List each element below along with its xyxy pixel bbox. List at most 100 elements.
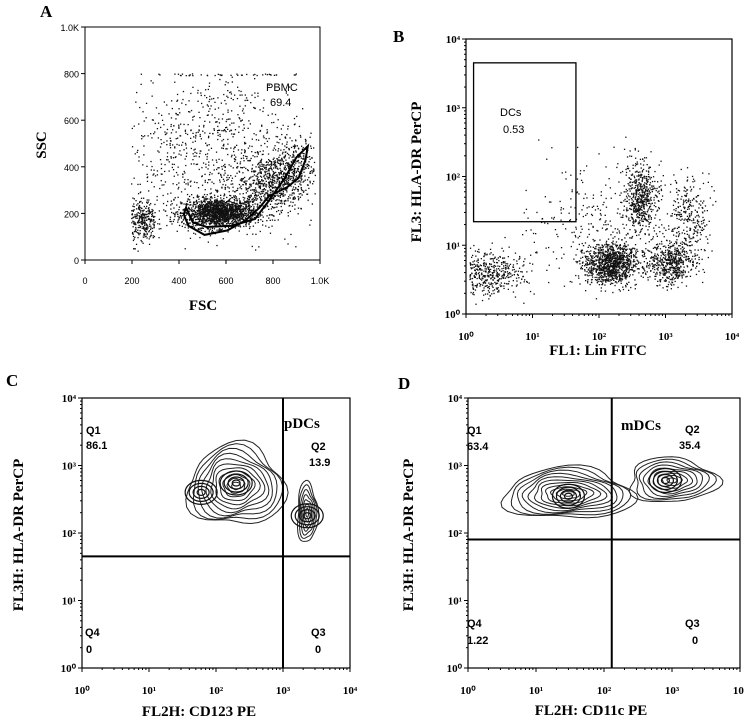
event-dot	[180, 216, 182, 218]
event-dot	[249, 209, 251, 211]
event-dot	[264, 167, 266, 169]
event-dot	[151, 230, 154, 232]
event-dot	[206, 210, 208, 212]
event-dot	[178, 126, 180, 128]
event-dot	[267, 164, 269, 166]
event-dot	[202, 222, 204, 224]
event-dot	[526, 281, 528, 283]
event-dot	[599, 273, 601, 275]
event-dot	[230, 216, 232, 218]
event-dot	[211, 227, 214, 229]
event-dot	[623, 263, 625, 265]
event-dot	[245, 184, 247, 186]
event-dot	[493, 267, 495, 269]
event-dot	[608, 258, 610, 260]
event-dot	[192, 217, 195, 219]
event-dot	[621, 273, 623, 275]
event-dot	[267, 176, 270, 178]
event-dot	[166, 214, 168, 217]
event-dot	[287, 243, 289, 245]
event-dot	[153, 226, 155, 228]
event-dot	[177, 188, 179, 190]
event-dot	[226, 202, 228, 204]
event-dot	[223, 205, 226, 207]
event-dot	[251, 198, 253, 201]
event-dot	[211, 209, 213, 211]
event-dot	[154, 122, 156, 125]
event-dot	[619, 244, 621, 246]
event-dot	[264, 73, 267, 75]
y-tick-label: 1.0K	[60, 23, 79, 33]
event-dot	[132, 216, 135, 218]
event-dot	[214, 203, 216, 205]
event-dot	[585, 260, 587, 262]
event-dot	[224, 202, 226, 204]
event-dot	[251, 218, 253, 220]
event-dot	[305, 139, 307, 142]
event-dot	[600, 272, 602, 275]
event-dot	[223, 165, 225, 167]
event-dot	[242, 172, 244, 174]
event-dot	[606, 255, 608, 257]
event-dot	[229, 124, 231, 126]
event-dot	[217, 167, 219, 169]
event-dot	[614, 277, 617, 279]
event-dot	[268, 226, 270, 228]
event-dot	[620, 252, 622, 254]
event-dot	[266, 132, 268, 134]
event-dot	[265, 167, 267, 169]
event-dot	[499, 255, 501, 258]
event-dot	[226, 220, 228, 222]
event-dot	[244, 214, 247, 216]
event-dot	[252, 192, 254, 194]
event-dot	[492, 279, 494, 281]
event-dot	[265, 183, 267, 185]
event-dot	[596, 281, 599, 283]
event-dot	[259, 164, 261, 166]
event-dot	[488, 298, 490, 300]
event-dot	[169, 220, 171, 223]
event-dot	[618, 272, 620, 274]
event-dot	[218, 213, 221, 215]
event-dot	[211, 212, 213, 214]
event-dot	[206, 218, 208, 220]
event-dot	[268, 137, 270, 140]
event-dot	[226, 215, 228, 217]
event-dot	[287, 179, 290, 181]
event-dot	[236, 73, 238, 75]
event-dot	[606, 278, 608, 280]
event-dot	[616, 258, 618, 260]
event-dot	[144, 218, 146, 220]
event-dot	[259, 170, 261, 172]
event-dot	[473, 294, 475, 296]
event-dot	[615, 264, 617, 266]
event-dot	[230, 165, 232, 167]
event-dot	[251, 94, 253, 96]
event-dot	[494, 281, 496, 284]
event-dot	[260, 168, 263, 170]
event-dot	[259, 186, 261, 188]
event-dot	[634, 288, 636, 290]
event-dot	[227, 143, 229, 145]
event-dot	[276, 167, 279, 169]
event-dot	[492, 254, 494, 256]
event-dot	[240, 204, 242, 206]
event-dot	[221, 186, 223, 188]
event-dot	[218, 209, 220, 212]
event-dot	[293, 151, 295, 154]
event-dot	[140, 239, 142, 242]
event-dot	[248, 227, 251, 230]
event-dot	[289, 178, 291, 181]
event-dot	[261, 191, 263, 193]
event-dot	[195, 199, 198, 202]
event-dot	[605, 240, 608, 242]
event-dot	[153, 133, 155, 135]
event-dot	[260, 219, 262, 221]
event-dot	[488, 276, 490, 278]
event-dot	[524, 279, 526, 281]
event-dot	[601, 260, 603, 262]
event-dot	[158, 228, 160, 230]
event-dot	[622, 262, 624, 264]
event-dot	[234, 199, 236, 201]
event-dot	[183, 123, 185, 126]
